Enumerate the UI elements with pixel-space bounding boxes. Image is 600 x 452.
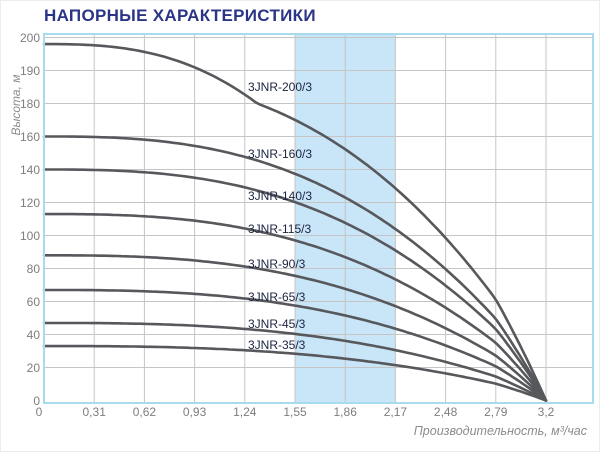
curve-label: 3JNR-115/3 xyxy=(248,222,312,236)
x-tick-label: 1,55 xyxy=(283,405,307,419)
curve-label: 3JNR-160/3 xyxy=(248,147,313,161)
y-tick-label: 140 xyxy=(19,162,40,177)
pump-curve-3JNR-200/3 xyxy=(42,42,548,402)
x-axis-title: Производительность, м³/час xyxy=(413,424,587,438)
x-tick-label: 1,86 xyxy=(333,405,357,419)
y-tick-label: 190 xyxy=(19,63,40,78)
curve-label: 3JNR-45/3 xyxy=(248,317,306,331)
x-tick-label: 0,62 xyxy=(132,405,157,419)
x-tick-label: 2,48 xyxy=(433,405,458,419)
y-tick-label: 40 xyxy=(26,327,40,342)
pump-curve-3JNR-90/3 xyxy=(42,254,548,402)
curve-label: 3JNR-65/3 xyxy=(248,290,306,304)
y-tick-label: 20 xyxy=(26,360,40,375)
y-tick-label: 160 xyxy=(19,129,40,144)
x-tick-label: 2,79 xyxy=(484,405,508,419)
x-tick-label: 1,24 xyxy=(233,405,257,419)
y-tick-label: 0 xyxy=(33,393,40,408)
curve-label: 3JNR-200/3 xyxy=(248,80,313,94)
y-tick-label: 100 xyxy=(19,228,40,243)
y-tick-label: 200 xyxy=(19,30,40,45)
curve-label: 3JNR-90/3 xyxy=(248,257,306,271)
y-tick-label: 120 xyxy=(19,195,40,210)
x-tick-label: 2,17 xyxy=(383,405,408,419)
y-tick-label: 60 xyxy=(26,294,40,309)
pump-curve-3JNR-35/3 xyxy=(42,344,548,402)
plot-border xyxy=(43,33,594,404)
y-tick-label: 80 xyxy=(26,261,40,276)
x-tick-label: 0,31 xyxy=(82,405,106,419)
pump-curve-3JNR-45/3 xyxy=(42,321,548,402)
curve-label: 3JNR-140/3 xyxy=(248,189,313,203)
curve-label: 3JNR-35/3 xyxy=(248,338,306,352)
pump-curve-3JNR-160/3 xyxy=(42,135,548,402)
x-tick-label: 0,93 xyxy=(182,405,207,419)
x-tick-label: 0 xyxy=(35,405,43,419)
y-tick-label: 180 xyxy=(19,96,40,111)
x-tick-label: 3,2 xyxy=(537,405,555,419)
pump-curve-3JNR-65/3 xyxy=(42,288,548,402)
chart-title: НАПОРНЫЕ ХАРАКТЕРИСТИКИ xyxy=(44,6,316,25)
pump-curve-3JNR-140/3 xyxy=(42,168,548,402)
pump-curve-3JNR-115/3 xyxy=(42,212,548,402)
